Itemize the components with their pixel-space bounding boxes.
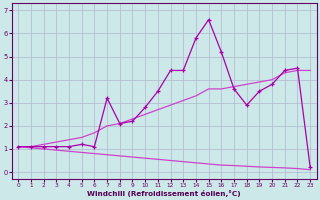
- X-axis label: Windchill (Refroidissement éolien,°C): Windchill (Refroidissement éolien,°C): [87, 190, 241, 197]
